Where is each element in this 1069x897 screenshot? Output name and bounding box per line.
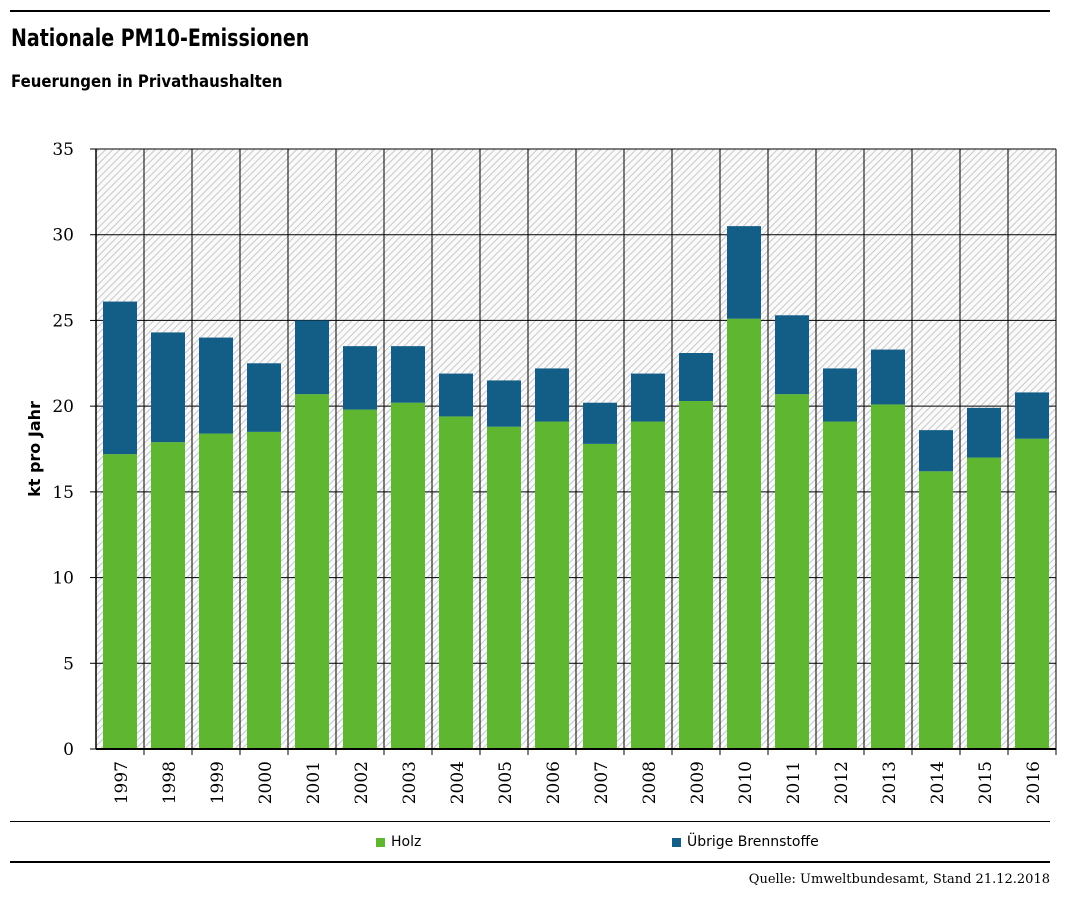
legend-item-uebrige: Übrige Brennstoffe — [672, 834, 819, 850]
bar-holz-2012 — [823, 421, 857, 749]
legend-top-rule — [10, 821, 1050, 822]
bar-uebrige-2005 — [487, 380, 521, 427]
bar-holz-2015 — [967, 457, 1001, 749]
bar-uebrige-2008 — [631, 373, 665, 422]
bar-holz-1998 — [151, 442, 185, 749]
y-axis-label: kt pro Jahr — [25, 401, 44, 497]
bar-uebrige-1998 — [151, 332, 185, 443]
x-tick-label: 1997 — [112, 761, 132, 804]
bar-uebrige-2007 — [583, 402, 617, 444]
bar-uebrige-2002 — [343, 346, 377, 410]
holz-swatch — [376, 837, 385, 847]
chart: 0 5 10 15 20 25 30 35 1997 1998 1999 2000 2001 2002 20… — [25, 140, 1057, 804]
bar-uebrige-2004 — [439, 373, 473, 417]
x-tick-label: 1998 — [160, 761, 180, 804]
x-tick-label: 2015 — [976, 761, 996, 804]
y-tick-label: 35 — [52, 140, 74, 160]
legend-label: Holz — [391, 834, 422, 850]
x-tick-label: 2014 — [928, 761, 948, 804]
uebrige-swatch — [672, 837, 681, 847]
source-note: Quelle: Umweltbundesamt, Stand 21.12.201… — [748, 872, 1050, 887]
bar-uebrige-2000 — [247, 363, 281, 432]
legend-item-holz: Holz — [376, 834, 421, 850]
bar-holz-2002 — [343, 409, 377, 749]
legend-label: Übrige Brennstoffe — [687, 834, 819, 850]
bar-uebrige-2003 — [391, 346, 425, 403]
x-tick-label: 2001 — [304, 761, 324, 804]
bar-uebrige-1999 — [199, 337, 233, 434]
y-tick-label: 20 — [52, 397, 74, 417]
x-tick-label: 2003 — [400, 761, 420, 804]
bar-uebrige-2015 — [967, 407, 1001, 458]
bar-holz-2004 — [439, 416, 473, 749]
bar-uebrige-2009 — [679, 353, 713, 401]
y-tick-label: 0 — [63, 740, 74, 760]
x-tick-label: 2011 — [784, 761, 804, 804]
x-tick-label: 2016 — [1024, 761, 1044, 804]
x-tick-label: 2007 — [592, 761, 612, 804]
x-tick-label: 1999 — [208, 761, 228, 804]
bar-uebrige-2013 — [871, 349, 905, 405]
x-tick-label: 2010 — [736, 761, 756, 804]
bar-uebrige-2010 — [727, 226, 761, 319]
bottom-rule — [10, 861, 1050, 863]
bar-uebrige-1997 — [103, 301, 137, 455]
x-tick-label: 2012 — [832, 761, 852, 804]
bar-holz-2006 — [535, 421, 569, 749]
x-tick-label: 2013 — [880, 761, 900, 804]
y-tick-label: 5 — [63, 654, 74, 674]
bar-holz-2016 — [1015, 438, 1049, 749]
bar-uebrige-2016 — [1015, 392, 1049, 439]
bar-holz-2014 — [919, 471, 953, 749]
bar-holz-1997 — [103, 454, 137, 749]
bar-holz-1999 — [199, 433, 233, 749]
x-tick-label: 2008 — [640, 761, 660, 804]
x-tick-label: 2000 — [256, 761, 276, 804]
bar-holz-2000 — [247, 431, 281, 749]
chart-subtitle: Feuerungen in Privathaushalten — [11, 72, 283, 92]
bar-holz-2007 — [583, 443, 617, 749]
y-tick-label: 30 — [52, 226, 74, 246]
bar-holz-2008 — [631, 421, 665, 749]
bar-uebrige-2011 — [775, 315, 809, 395]
x-tick-label: 2009 — [688, 761, 708, 804]
x-tick-label: 2005 — [496, 761, 516, 804]
bar-holz-2011 — [775, 394, 809, 749]
y-tick-label: 15 — [52, 483, 74, 503]
bar-uebrige-2014 — [919, 430, 953, 472]
x-tick-label: 2002 — [352, 761, 372, 804]
x-tick-label: 2004 — [448, 761, 468, 804]
y-tick-label: 25 — [52, 311, 74, 331]
bar-uebrige-2012 — [823, 368, 857, 422]
bar-holz-2003 — [391, 402, 425, 749]
bar-holz-2005 — [487, 426, 521, 749]
bar-holz-2001 — [295, 394, 329, 749]
bar-holz-2013 — [871, 404, 905, 749]
y-tick-label: 10 — [52, 569, 74, 589]
bar-holz-2009 — [679, 401, 713, 749]
bar-uebrige-2006 — [535, 368, 569, 422]
chart-title: Nationale PM10-Emissionen — [11, 24, 310, 52]
x-tick-label: 2006 — [544, 761, 564, 804]
top-rule — [10, 10, 1050, 12]
bar-holz-2010 — [727, 318, 761, 749]
bar-uebrige-2001 — [295, 320, 329, 395]
